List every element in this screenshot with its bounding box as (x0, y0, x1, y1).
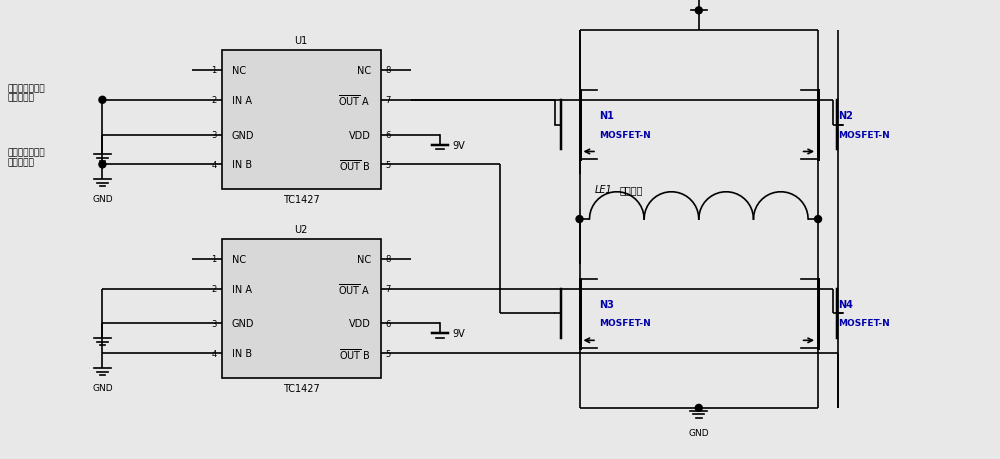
Text: MOSFET-N: MOSFET-N (838, 130, 890, 139)
Text: 4: 4 (211, 161, 217, 169)
Text: NC: NC (357, 66, 371, 76)
Text: 第三输入端: 第三输入端 (8, 158, 35, 167)
Circle shape (695, 8, 702, 15)
Text: 7: 7 (386, 96, 391, 105)
Text: GND: GND (92, 383, 113, 392)
Text: 6: 6 (386, 319, 391, 328)
Text: VDD: VDD (349, 130, 371, 140)
Text: IN B: IN B (232, 348, 252, 358)
Text: N2: N2 (838, 111, 853, 120)
Text: U1: U1 (295, 36, 308, 46)
Text: $\overline{\rm OUT}$ B: $\overline{\rm OUT}$ B (339, 346, 371, 361)
Text: 前端数字处理器: 前端数字处理器 (8, 148, 46, 157)
Text: 9V: 9V (452, 329, 465, 339)
Text: GND: GND (232, 130, 254, 140)
Circle shape (695, 404, 702, 412)
Text: TC1427: TC1427 (283, 383, 320, 393)
Text: 4: 4 (211, 349, 217, 358)
Circle shape (99, 162, 106, 168)
Text: $\overline{\rm OUT}$ A: $\overline{\rm OUT}$ A (338, 93, 371, 108)
Text: $\overline{\rm OUT}$ A: $\overline{\rm OUT}$ A (338, 282, 371, 297)
Text: NC: NC (357, 254, 371, 264)
Text: 5: 5 (386, 349, 391, 358)
Text: MOSFET-N: MOSFET-N (599, 319, 651, 328)
Text: MOSFET-N: MOSFET-N (599, 130, 651, 139)
Text: 3: 3 (211, 131, 217, 140)
Text: TC1427: TC1427 (283, 195, 320, 205)
Text: 2: 2 (211, 285, 217, 293)
FancyBboxPatch shape (222, 240, 381, 378)
Text: MOSFET-N: MOSFET-N (838, 319, 890, 328)
Text: GND: GND (232, 319, 254, 329)
Text: IN A: IN A (232, 95, 252, 106)
Text: 6: 6 (386, 131, 391, 140)
Text: 前端数字处理器: 前端数字处理器 (8, 84, 46, 93)
Text: LE1: LE1 (594, 185, 612, 195)
Text: 8: 8 (386, 66, 391, 75)
Circle shape (99, 97, 106, 104)
Text: NC: NC (232, 254, 246, 264)
FancyBboxPatch shape (222, 51, 381, 190)
Text: 3: 3 (211, 319, 217, 328)
Text: 5: 5 (386, 161, 391, 169)
Text: 7: 7 (386, 285, 391, 293)
Text: 发射线圈: 发射线圈 (619, 185, 643, 195)
Text: 2: 2 (211, 96, 217, 105)
Text: N3: N3 (599, 299, 614, 309)
Text: IN B: IN B (232, 160, 252, 170)
Text: 1: 1 (211, 66, 217, 75)
Text: U2: U2 (295, 224, 308, 235)
Text: NC: NC (232, 66, 246, 76)
Text: VDD: VDD (349, 319, 371, 329)
Text: IN A: IN A (232, 284, 252, 294)
Text: 9V: 9V (452, 140, 465, 150)
Text: GND: GND (688, 428, 709, 437)
Text: N4: N4 (838, 299, 853, 309)
Circle shape (576, 216, 583, 223)
Text: N1: N1 (599, 111, 614, 120)
Text: 8: 8 (386, 255, 391, 264)
Text: 第二输入端: 第二输入端 (8, 94, 35, 102)
Text: 1: 1 (211, 255, 217, 264)
Text: GND: GND (92, 195, 113, 204)
Text: $\overline{\rm OUT}$ B: $\overline{\rm OUT}$ B (339, 157, 371, 173)
Circle shape (815, 216, 822, 223)
